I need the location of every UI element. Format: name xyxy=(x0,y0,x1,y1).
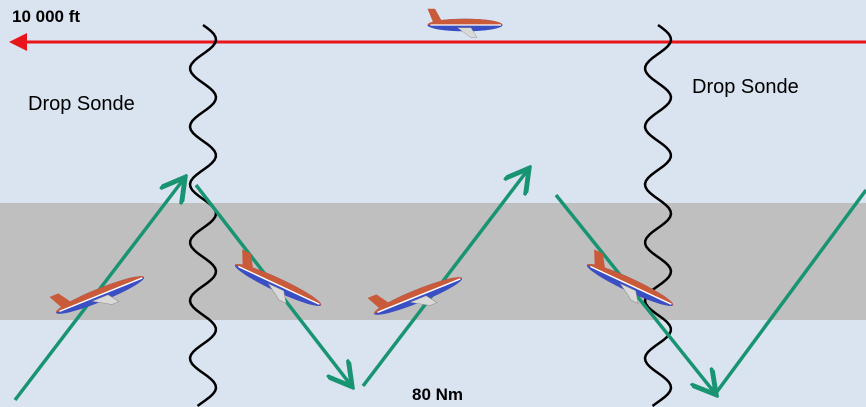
altitude-label: 10 000 ft xyxy=(12,7,80,26)
drop-sonde-label: Drop Sonde xyxy=(28,93,135,115)
drop-sonde-label: Drop Sonde xyxy=(692,76,799,98)
flight-pattern-diagram: 10 000 ft Drop Sonde Drop Sonde 80 Nm xyxy=(0,0,866,407)
distance-label: 80 Nm xyxy=(412,385,463,404)
